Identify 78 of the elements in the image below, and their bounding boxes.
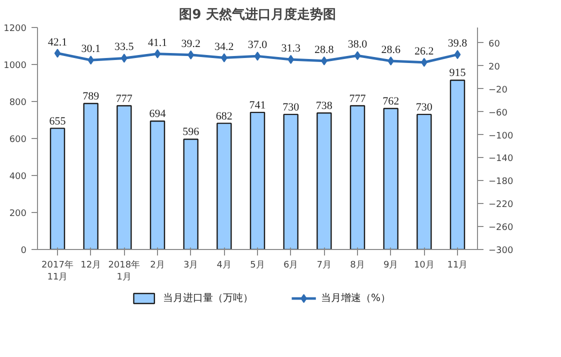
y2-tick-label: −220: [488, 200, 514, 210]
bar: [50, 128, 66, 250]
x-tick-label: 10月: [414, 260, 434, 270]
y-tick-label: 200: [9, 209, 27, 219]
data-label: 789: [82, 90, 100, 103]
data-label: 596: [182, 126, 200, 138]
bar: [216, 122, 232, 250]
x-tick-label: 7月: [316, 260, 332, 270]
data-label: 37.0: [248, 39, 268, 52]
y2-tick-label: 20: [488, 62, 500, 72]
data-label: 28.6: [381, 44, 401, 56]
y2-tick-label: −140: [488, 154, 514, 164]
y2-tick-label: −300: [488, 246, 514, 256]
y-tick-label: 0: [20, 246, 27, 256]
x-tick-label: 2017年 11月: [42, 260, 74, 282]
data-label: 655: [49, 115, 66, 128]
data-label: 30.1: [81, 43, 100, 56]
data-label: 738: [316, 100, 333, 112]
data-label: 762: [382, 96, 400, 108]
legend-label: 当月增速（%）: [321, 292, 391, 304]
point: [54, 48, 61, 58]
point: [154, 49, 161, 58]
x-tick-label: 3月: [183, 260, 198, 270]
x-tick-label: 12月: [80, 260, 102, 270]
point: [388, 56, 394, 66]
bar: [250, 112, 266, 250]
y2-tick-label: −60: [488, 108, 508, 118]
data-label: 34.2: [214, 40, 234, 53]
point: [254, 52, 261, 61]
y2-tick-label: −20: [488, 85, 508, 96]
y2-tick-label: 60: [488, 39, 500, 50]
bar: [283, 114, 298, 250]
bar: [383, 108, 398, 250]
legend-label: 当月进口量（万吨）: [163, 292, 254, 304]
bar: [450, 80, 466, 250]
bar: [350, 105, 366, 250]
x-tick-label: 5月: [250, 260, 265, 270]
x-tick-label: 11月: [447, 260, 468, 270]
y2-tick-label: −260: [488, 223, 514, 234]
y2-tick-label: −100: [488, 131, 514, 142]
bar: [183, 138, 198, 250]
data-label: 39.8: [448, 38, 468, 50]
data-label: 28.8: [314, 44, 334, 56]
y2-tick-label: −180: [488, 177, 514, 188]
data-label: 26.2: [414, 45, 434, 58]
x-tick-label: 2018年 1月: [108, 260, 140, 282]
x-tick-label: 2月: [150, 260, 165, 270]
data-label: 741: [249, 99, 266, 112]
data-label: 33.5: [114, 41, 134, 54]
chart-title: 图9 天然气进口月度走势图: [179, 6, 336, 22]
data-label: 682: [216, 110, 232, 122]
y-tick-label: 800: [9, 98, 27, 108]
x-tick-label: 9月: [383, 260, 398, 270]
y-tick-label: 400: [9, 172, 27, 182]
bar: [150, 120, 166, 250]
data-label: 694: [149, 108, 166, 120]
y-tick-label: 1000: [4, 61, 27, 71]
data-label: 777: [349, 92, 366, 105]
data-label: 42.1: [48, 36, 68, 48]
x-tick-label: 4月: [216, 260, 232, 270]
data-label: 38.0: [348, 38, 368, 51]
y-tick-label: 1200: [4, 24, 27, 34]
bar: [316, 112, 332, 250]
x-tick-label: 6月: [283, 260, 298, 270]
bar: [83, 102, 98, 250]
bar: [416, 114, 432, 250]
data-label: 730: [416, 101, 433, 114]
data-label: 39.2: [181, 38, 200, 50]
data-label: 915: [449, 67, 466, 80]
x-tick-label: 8月: [350, 260, 365, 270]
bar: [116, 105, 132, 250]
y-tick-label: 600: [9, 135, 27, 145]
data-label: 41.1: [148, 36, 168, 49]
data-label: 730: [282, 101, 300, 114]
point: [354, 51, 361, 60]
data-label: 777: [116, 92, 133, 105]
data-label: 31.3: [281, 42, 301, 54]
point: [454, 50, 461, 60]
